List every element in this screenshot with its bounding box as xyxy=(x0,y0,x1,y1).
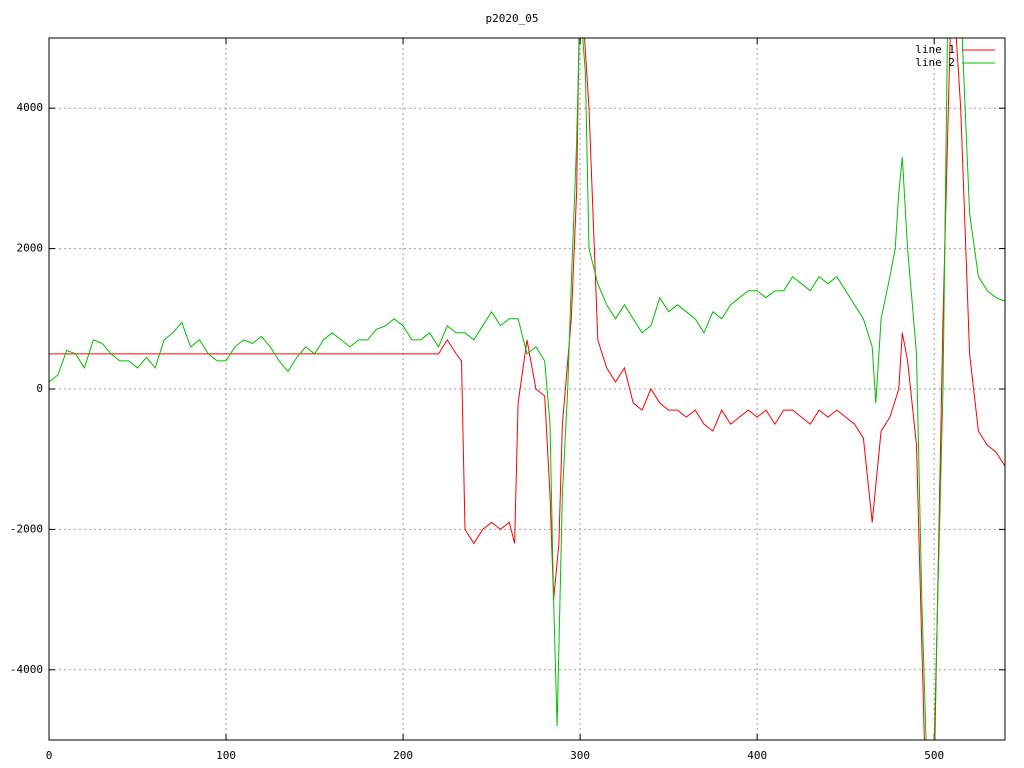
x-tick-label: 300 xyxy=(570,749,590,762)
y-tick-label: 0 xyxy=(36,382,43,395)
x-tick-label: 500 xyxy=(924,749,944,762)
y-tick-label: -4000 xyxy=(10,663,43,676)
plot-area xyxy=(49,38,1005,740)
grid xyxy=(48,38,1005,740)
chart-title: p2020_05 xyxy=(486,12,539,25)
legend-label: line 2 xyxy=(915,56,955,69)
y-tick-label: 4000 xyxy=(17,101,44,114)
x-tick-label: 0 xyxy=(46,749,53,762)
plot-border xyxy=(48,37,1006,741)
x-tick-label: 200 xyxy=(393,749,413,762)
y-tick-label: 2000 xyxy=(17,242,44,255)
data-line xyxy=(49,38,1005,740)
legend-label: line 1 xyxy=(915,43,955,56)
data-line xyxy=(49,38,1005,740)
x-tick-label: 100 xyxy=(216,749,236,762)
x-tick-label: 400 xyxy=(747,749,767,762)
y-tick-label: -2000 xyxy=(10,522,43,535)
